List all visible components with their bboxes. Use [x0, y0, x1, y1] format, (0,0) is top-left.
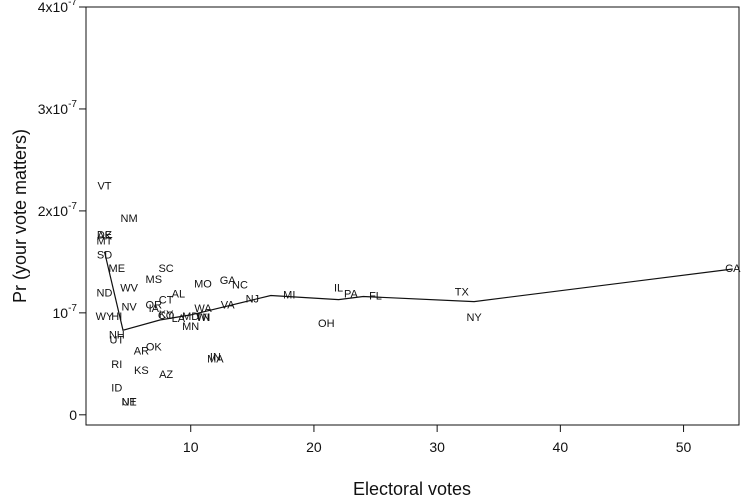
state-label-nv: NV — [121, 302, 137, 314]
state-label-tx: TX — [455, 286, 470, 298]
fit-line — [103, 251, 733, 331]
state-label-mi: MI — [283, 290, 295, 302]
state-label-nm: NM — [121, 213, 138, 225]
state-label-ky: KY — [159, 309, 174, 321]
state-label-wa: WA — [194, 303, 212, 315]
state-label-ms: MS — [146, 274, 163, 286]
state-label-ia: IA — [149, 303, 160, 315]
state-label-nc: NC — [232, 279, 248, 291]
state-label-ca: CA — [725, 263, 741, 275]
state-label-ut: UT — [122, 397, 137, 409]
state-label-wi: WI — [196, 312, 209, 324]
x-tick-label: 20 — [306, 439, 322, 455]
state-label-oh: OH — [318, 318, 335, 330]
state-label-la: LA — [172, 313, 186, 325]
x-tick-label: 30 — [429, 439, 445, 455]
y-tick-label: 0 — [69, 407, 77, 423]
x-tick-label: 10 — [183, 439, 199, 455]
state-label-nd: ND — [97, 288, 113, 300]
state-label-tn: TN — [196, 312, 211, 324]
state-label-sc: SC — [158, 263, 173, 275]
state-label-az: AZ — [159, 369, 173, 381]
state-label-mo: MO — [194, 278, 212, 290]
x-axis-title: Electoral votes — [353, 479, 471, 499]
state-label-hi: HI — [111, 311, 122, 323]
state-label-ut: UT — [109, 334, 124, 346]
state-label-md: MD — [182, 311, 199, 323]
y-tick-label: 3x10-7 — [38, 99, 78, 117]
state-label-ar: AR — [134, 346, 149, 358]
state-label-in: IN — [210, 352, 221, 364]
state-label-mt: MT — [97, 236, 113, 248]
state-label-co: CO — [158, 310, 175, 322]
state-label-vt: VT — [97, 180, 111, 192]
state-label-ok: OK — [146, 342, 163, 354]
state-label-ak: AK — [97, 230, 112, 242]
plot-frame — [85, 6, 740, 426]
state-label-me: ME — [109, 263, 126, 275]
state-label-al: AL — [172, 289, 185, 301]
fit-line-layer — [103, 251, 733, 331]
state-label-mn: MN — [182, 321, 199, 333]
state-label-pa: PA — [344, 289, 359, 301]
state-label-id: ID — [111, 382, 122, 394]
state-label-ga: GA — [220, 275, 237, 287]
state-label-ma: MA — [207, 354, 224, 366]
state-label-wy: WY — [96, 311, 114, 323]
state-label-ny: NY — [466, 312, 482, 324]
state-label-ks: KS — [134, 365, 149, 377]
x-tick-label: 40 — [553, 439, 569, 455]
y-axis: 0 10-7 2x10-7 3x10-7 4x10-7 — [38, 0, 86, 423]
state-label-va: VA — [221, 300, 236, 312]
x-axis: 10 20 30 40 50 — [183, 424, 692, 455]
state-label-sd: SD — [97, 250, 112, 262]
state-label-ct: CT — [159, 295, 174, 307]
state-label-fl: FL — [369, 291, 382, 303]
y-tick-label: 10-7 — [53, 303, 78, 321]
y-tick-label: 2x10-7 — [38, 201, 78, 219]
y-axis-title: Pr (your vote matters) — [10, 129, 30, 303]
y-tick-label: 4x10-7 — [38, 0, 78, 15]
state-label-or: OR — [146, 300, 163, 312]
state-label-ri: RI — [111, 359, 122, 371]
state-label-nh: NH — [109, 329, 125, 341]
state-label-nj: NJ — [246, 294, 259, 306]
state-label-wv: WV — [120, 282, 138, 294]
x-tick-label: 50 — [676, 439, 692, 455]
state-label-ne: NE — [121, 397, 136, 409]
state-label-il: IL — [334, 282, 343, 294]
state-label-de: DE — [97, 229, 112, 241]
